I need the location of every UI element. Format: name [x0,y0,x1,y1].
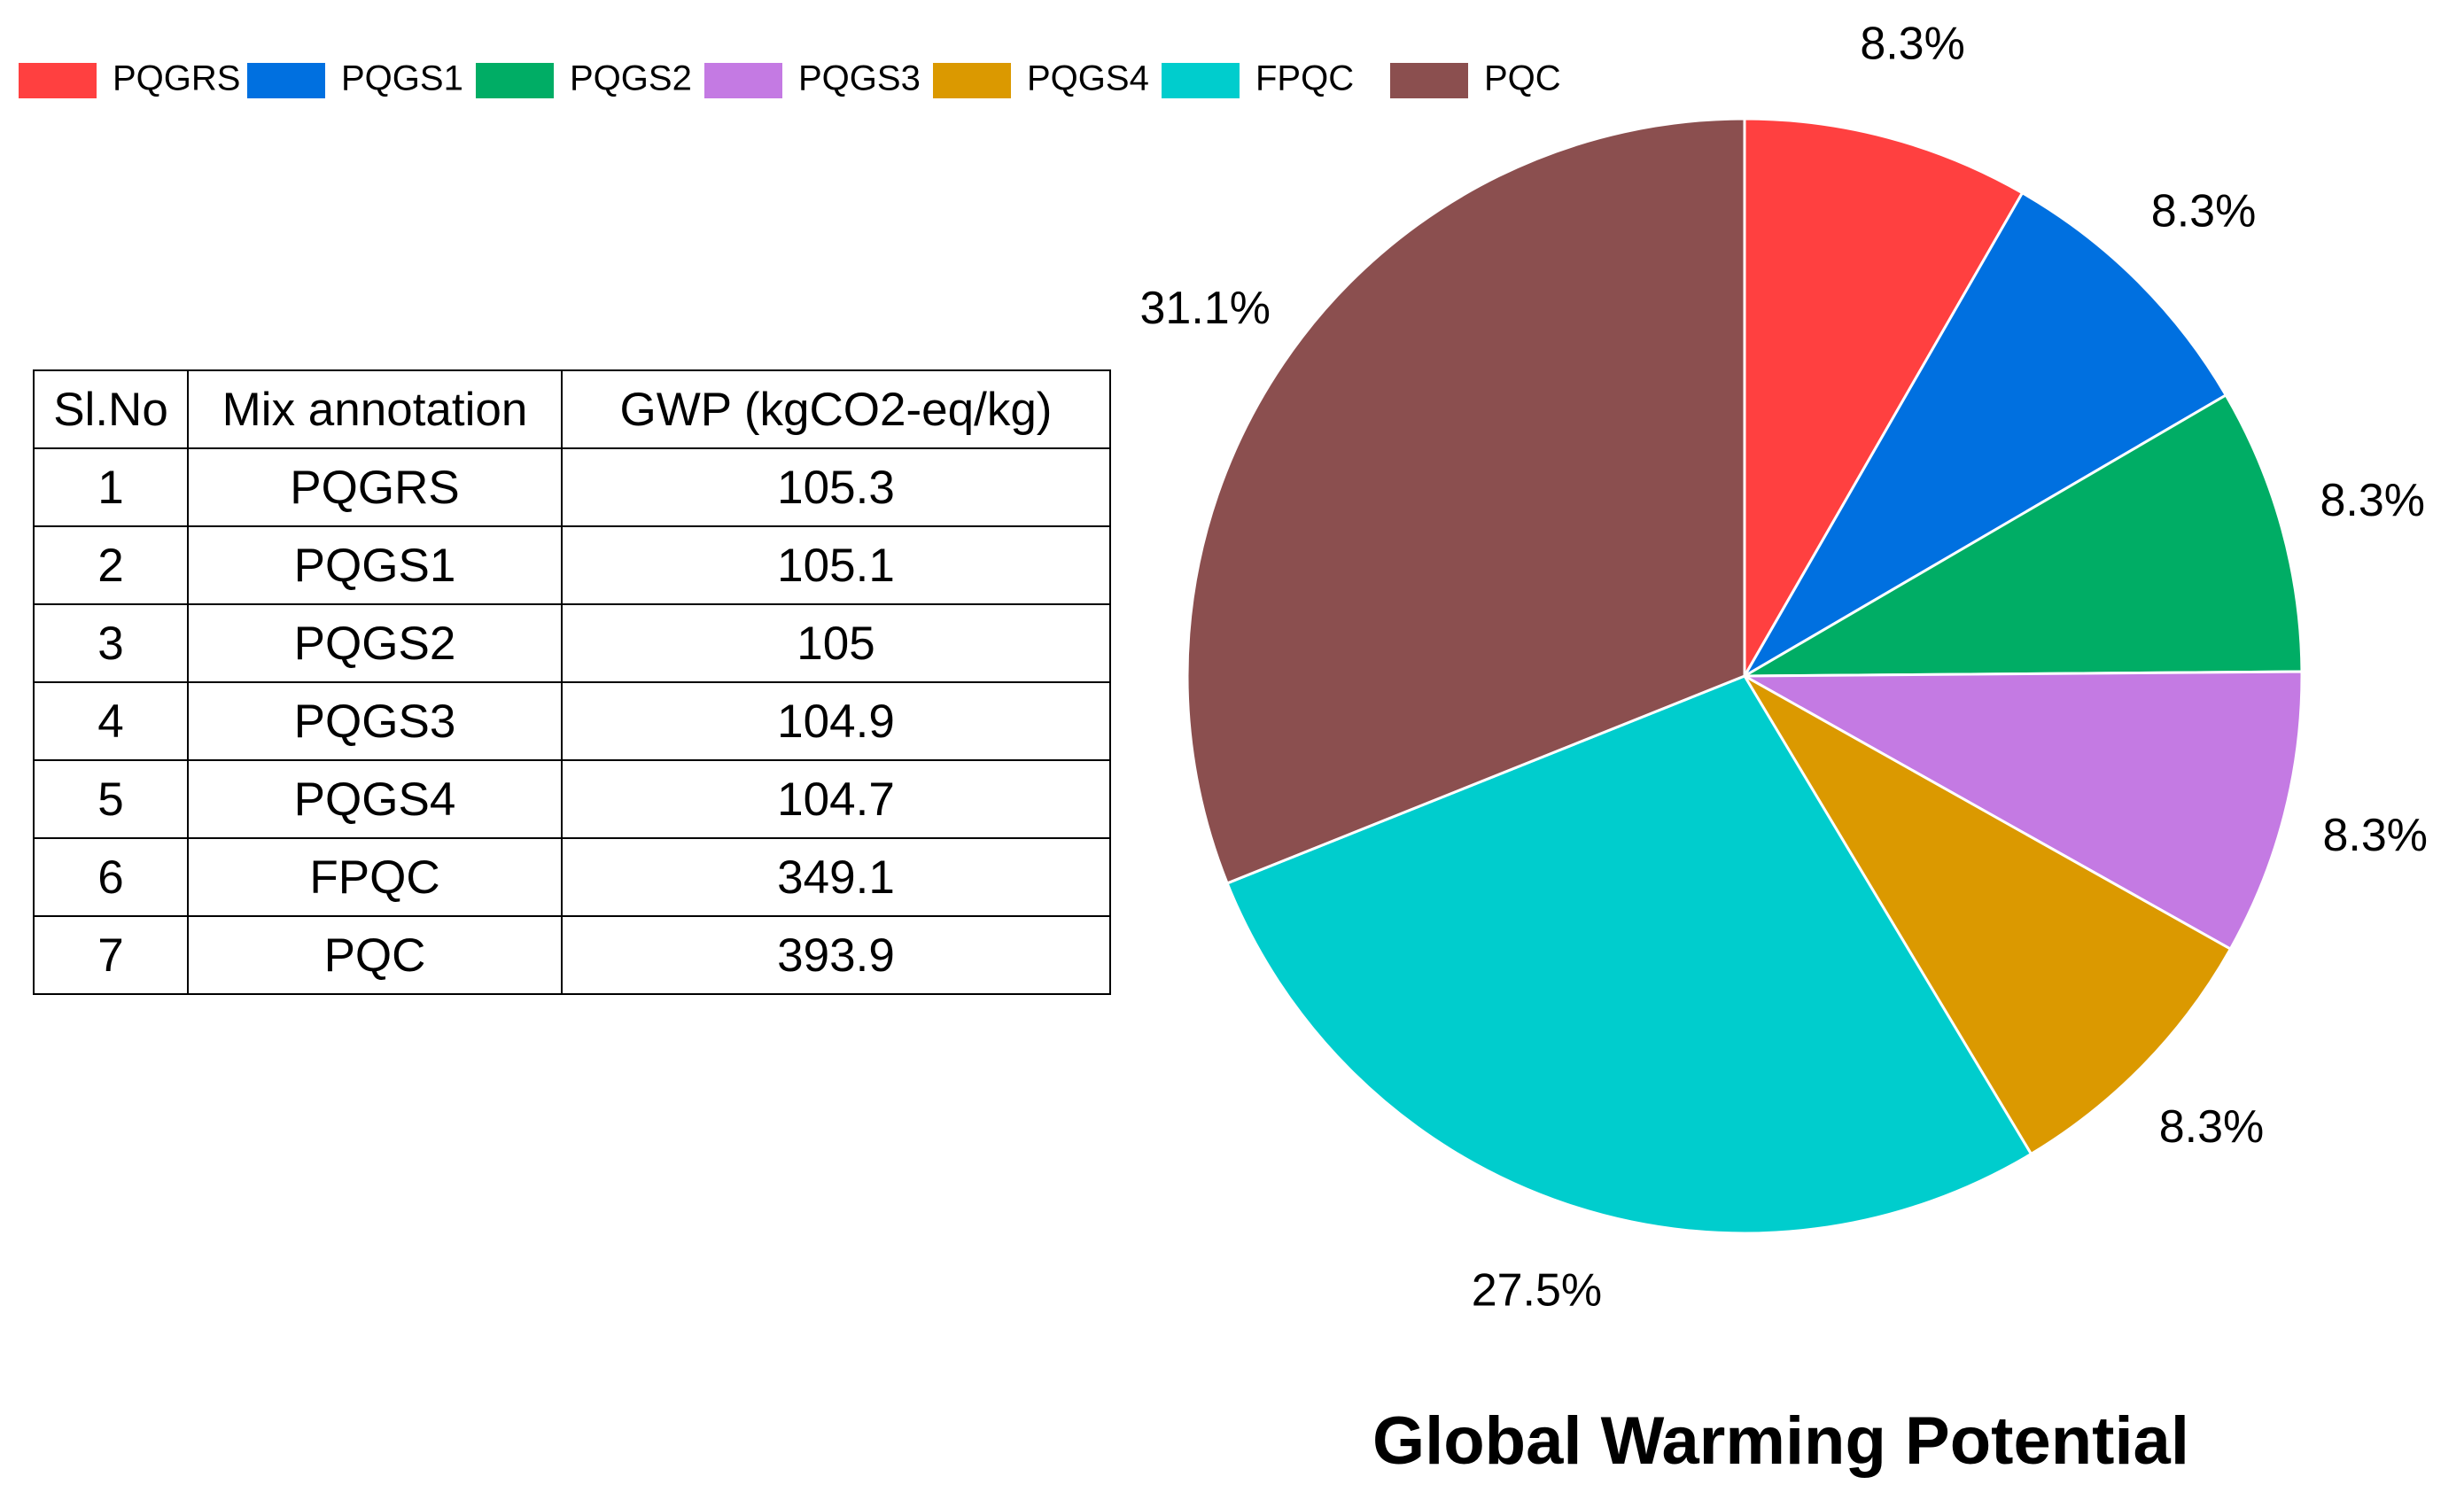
pie-slice-pqc [1185,117,1746,885]
table-header-slno: Sl.No [33,369,189,449]
percent-labels: 8.3% 8.3% 8.3% 8.3% 8.3% 27.5% 31.1% [1140,19,2429,1317]
table-cell-gwp: 104.7 [561,759,1111,839]
table-cell-mix: PQGS1 [187,525,563,605]
table-cell-slno: 7 [33,915,189,995]
pie-slices [1185,117,2304,1235]
table-header-gwp: GWP (kgCO2-eq/kg) [561,369,1111,449]
legend-swatch-pqgs1 [247,63,325,98]
legend-label-pqgs2: PQGS2 [570,59,692,98]
pie-slice-pqgs3 [1739,670,2304,952]
legend-swatch-pqgs4 [933,63,1011,98]
table-cell-gwp: 105.1 [561,525,1111,605]
table-cell-slno: 5 [33,759,189,839]
legend-label-pqgs4: PQGS4 [1027,59,1149,98]
table-cell-gwp: 105 [561,603,1111,683]
legend-label-pqgs1: PQGS1 [341,59,463,98]
table-cell-gwp: 105.3 [561,447,1111,527]
table-row: 6 FPQC 349.1 [33,837,1111,917]
legend: PQGRS PQGS1 PQGS2 PQGS3 PQGS4 FPQC PQC [19,59,1561,98]
pie-label-pqgs2: 8.3% [2320,475,2425,526]
table-row: 2 PQGS1 105.1 [33,525,1111,605]
table-cell-mix: PQGS3 [187,681,563,761]
pie-label-pqc: 31.1% [1140,283,1271,334]
legend-swatch-pqc [1390,63,1468,98]
table-header-mix: Mix annotation [187,369,563,449]
pie-slice-pqgs4 [1740,672,2233,1156]
table-row: 7 PQC 393.9 [33,915,1111,995]
legend-swatch-pqgrs [19,63,97,98]
legend-label-pqc: PQC [1484,59,1561,98]
legend-label-fpqc: FPQC [1255,59,1354,98]
pie-slice-fpqc [1225,674,2033,1235]
pie-label-pqgrs: 8.3% [1860,19,1965,70]
pie-label-pqgs3: 8.3% [2323,810,2429,861]
table-cell-mix: PQGRS [187,447,563,527]
table-cell-mix: PQGS2 [187,603,563,683]
table-cell-mix: PQC [187,915,563,995]
table-cell-slno: 2 [33,525,189,605]
legend-swatch-pqgs2 [476,63,554,98]
pie-slice-pqgs2 [1739,392,2304,678]
table-header-row: Sl.No Mix annotation GWP (kgCO2-eq/kg) [33,369,1111,449]
table-cell-mix: FPQC [187,837,563,917]
table-cell-gwp: 104.9 [561,681,1111,761]
legend-swatch-fpqc [1162,63,1240,98]
table-row: 1 PQGRS 105.3 [33,447,1111,527]
table-cell-mix: PQGS4 [187,759,563,839]
table-cell-gwp: 393.9 [561,915,1111,995]
table-cell-slno: 1 [33,447,189,527]
pie-label-fpqc: 27.5% [1472,1264,1602,1316]
legend-swatch-pqgs3 [704,63,782,98]
pie-label-pqgs1: 8.3% [2151,185,2257,237]
pie-slice-pqgrs [1743,117,2025,681]
gwp-table: Sl.No Mix annotation GWP (kgCO2-eq/kg) 1… [33,369,1111,995]
chart-title: Global Warming Potential [1372,1403,2189,1479]
table-row: 4 PQGS3 104.9 [33,681,1111,761]
pie-label-pqgs4: 8.3% [2159,1101,2265,1153]
table-cell-slno: 3 [33,603,189,683]
table-row: 5 PQGS4 104.7 [33,759,1111,839]
legend-label-pqgs3: PQGS3 [798,59,921,98]
table-row: 3 PQGS2 105 [33,603,1111,683]
table-cell-slno: 4 [33,681,189,761]
legend-label-pqgrs: PQGRS [113,59,240,98]
pie-slice-pqgs1 [1740,190,2228,680]
table-cell-gwp: 349.1 [561,837,1111,917]
table-cell-slno: 6 [33,837,189,917]
